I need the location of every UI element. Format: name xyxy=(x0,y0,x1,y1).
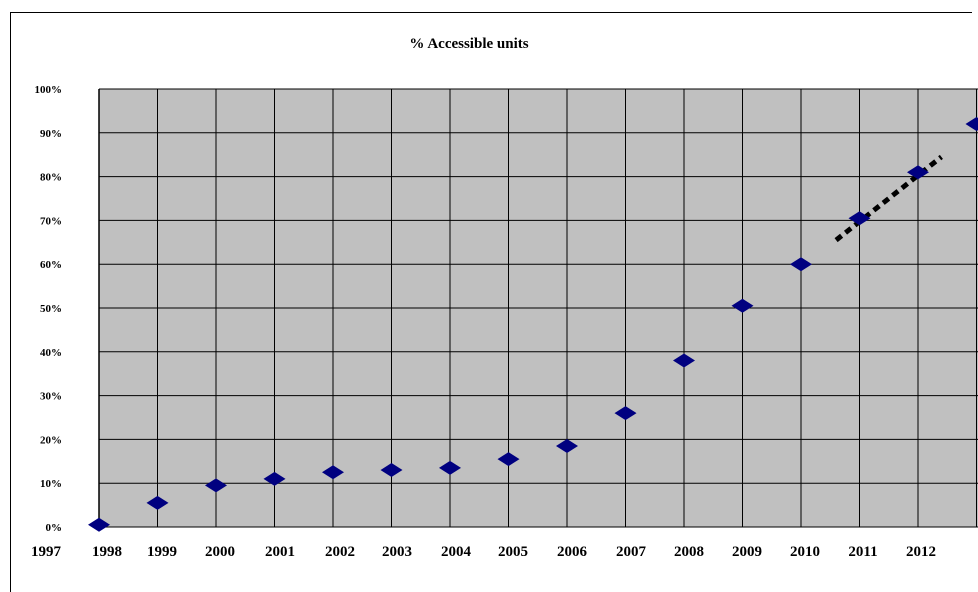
x-tick-label: 2012 xyxy=(906,544,936,560)
y-tick-label: 70% xyxy=(40,215,62,227)
y-tick-label: 80% xyxy=(40,172,62,184)
x-tick-label: 2007 xyxy=(616,544,647,560)
y-tick-label: 20% xyxy=(40,434,62,446)
x-tick-label: 1999 xyxy=(147,544,177,560)
x-tick-label: 2002 xyxy=(325,544,355,560)
y-tick-label: 60% xyxy=(40,259,62,271)
x-tick-label: 2004 xyxy=(441,544,472,560)
x-tick-label: 2008 xyxy=(674,544,704,560)
y-tick-label: 90% xyxy=(40,128,62,140)
x-tick-label: 2006 xyxy=(557,544,588,560)
x-tick-label: 2003 xyxy=(382,544,412,560)
y-axis-ticks: 0% 10% 20% 30% 40% 50% 60% 70% 80% 90% 100% xyxy=(35,84,63,534)
y-tick-label: 40% xyxy=(40,347,62,359)
x-tick-label: 1998 xyxy=(92,544,122,560)
x-tick-label: 2005 xyxy=(498,544,528,560)
x-tick-label: 2001 xyxy=(265,544,295,560)
y-tick-label: 0% xyxy=(46,522,63,534)
y-tick-label: 10% xyxy=(40,478,62,490)
x-tick-label: 2000 xyxy=(205,544,235,560)
y-tick-label: 100% xyxy=(35,84,63,96)
y-tick-label: 30% xyxy=(40,391,62,403)
x-tick-label: 1997 xyxy=(31,544,62,560)
y-tick-label: 50% xyxy=(40,303,62,315)
x-tick-label: 2011 xyxy=(848,544,877,560)
x-tick-label: 2010 xyxy=(790,544,820,560)
x-axis-ticks: 1997 1998 1999 2000 2001 2002 2003 2004 2005 2006… xyxy=(31,544,936,560)
x-tick-label: 2009 xyxy=(732,544,762,560)
